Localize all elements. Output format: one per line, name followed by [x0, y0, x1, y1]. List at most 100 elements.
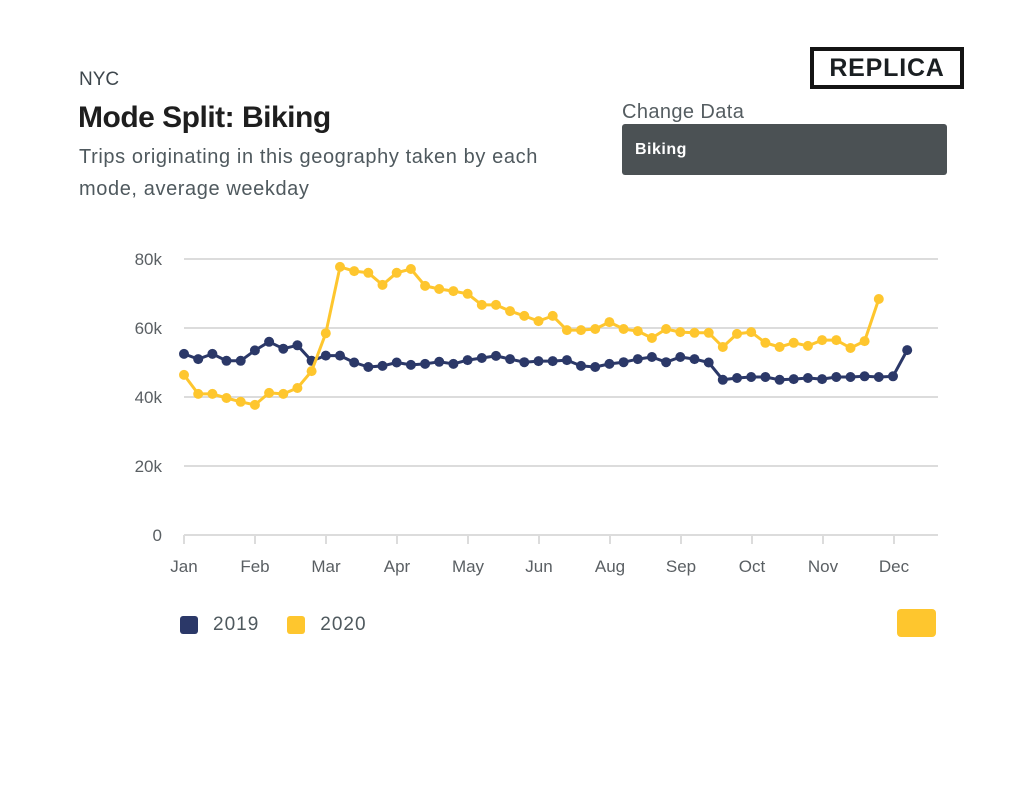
data-point-2020: [675, 327, 686, 338]
data-point-2019: [831, 372, 842, 382]
data-point-2019: [732, 373, 742, 383]
data-point-2019: [349, 357, 360, 368]
data-point-2019: [590, 362, 601, 372]
x-axis: Jan Feb Mar Apr May Jun Aug Sep Oct Nov Dec: [170, 535, 910, 576]
data-point-2020: [249, 399, 260, 410]
data-point-2019: [533, 356, 544, 367]
data-point-2020: [491, 299, 501, 310]
data-point-2020: [264, 387, 275, 398]
data-point-2019: [703, 357, 714, 368]
data-point-2020: [377, 279, 388, 290]
color-swatch-button[interactable]: [897, 609, 936, 637]
data-point-2019: [264, 336, 275, 347]
change-data-label: Change Data: [622, 101, 745, 123]
data-point-2019: [888, 371, 898, 382]
data-point-2019: [476, 353, 487, 363]
data-point-2019: [788, 374, 799, 385]
y-tick-label: 60k: [135, 319, 163, 338]
x-tick-label: Dec: [879, 557, 910, 576]
data-point-2020: [462, 288, 473, 299]
data-point-2020: [335, 261, 345, 272]
x-tick-label: Sep: [666, 557, 696, 576]
y-axis: 0 20k 40k 60k 80k: [135, 250, 163, 545]
data-point-2020: [788, 337, 799, 348]
legend-item-2020[interactable]: 2020: [287, 614, 366, 636]
data-point-2019: [519, 357, 530, 368]
data-point-2020: [717, 342, 728, 352]
data-point-2020: [661, 324, 672, 334]
x-tick-label: Mar: [311, 557, 341, 576]
data-point-2020: [292, 383, 303, 393]
data-point-2020: [207, 388, 218, 399]
x-tick-label: Aug: [595, 557, 625, 576]
data-point-2019: [661, 357, 672, 368]
chart-subtitle: Trips originating in this geography take…: [79, 146, 538, 200]
data-point-2020: [547, 310, 558, 321]
data-point-2019: [760, 372, 771, 382]
y-tick-label: 80k: [135, 250, 163, 269]
data-point-2019: [235, 355, 246, 366]
legend-item-2019[interactable]: 2019: [180, 614, 259, 636]
mode-select-dropdown[interactable]: Biking: [622, 124, 947, 175]
data-point-2020: [802, 340, 813, 351]
data-point-2020: [873, 294, 884, 304]
data-point-2019: [363, 362, 374, 372]
data-point-2019: [193, 354, 204, 365]
data-point-2019: [802, 373, 813, 383]
series-2020: [179, 261, 884, 410]
data-point-2020: [476, 299, 487, 310]
data-point-2019: [249, 345, 260, 356]
data-point-2019: [505, 354, 516, 365]
series-2019: [179, 336, 913, 385]
data-point-2020: [646, 333, 657, 343]
data-point-2019: [207, 348, 218, 359]
data-point-2020: [845, 343, 856, 353]
data-point-2020: [703, 327, 714, 338]
data-point-2020: [859, 336, 870, 347]
data-point-2020: [235, 396, 246, 407]
data-point-2019: [221, 355, 232, 366]
data-point-2019: [717, 374, 728, 385]
x-tick-label: Apr: [384, 557, 411, 576]
data-point-2019: [576, 360, 586, 371]
line-chart: 0 20k 40k 60k 80k Jan Feb Mar Apr May Jun Aug Sep Oc…: [135, 250, 938, 576]
data-point-2020: [320, 328, 331, 339]
data-point-2020: [576, 325, 586, 336]
chart-title: Mode Split: Biking: [78, 101, 331, 134]
data-point-2020: [434, 284, 445, 294]
legend-label-2020: 2020: [320, 614, 367, 635]
x-tick-label: Nov: [808, 557, 839, 576]
geography-label: NYC: [79, 69, 120, 90]
data-point-2019: [873, 372, 884, 382]
data-point-2020: [349, 266, 360, 277]
data-point-2020: [193, 388, 204, 399]
data-point-2019: [391, 357, 402, 368]
series-group: [179, 261, 913, 410]
data-point-2019: [632, 354, 643, 365]
data-point-2019: [845, 372, 856, 382]
data-point-2020: [774, 342, 785, 352]
data-point-2019: [604, 358, 615, 369]
x-tick-label: May: [452, 557, 485, 576]
data-point-2019: [675, 352, 686, 362]
data-point-2019: [335, 350, 345, 361]
data-point-2020: [278, 388, 289, 399]
x-tick-label: Oct: [739, 557, 766, 576]
data-point-2019: [859, 371, 870, 382]
series-line-2019: [183, 340, 909, 382]
data-point-2020: [221, 393, 232, 403]
legend-label-2019: 2019: [213, 614, 260, 635]
data-point-2019: [377, 360, 388, 371]
data-point-2020: [760, 337, 771, 348]
x-tick-label: Jan: [170, 557, 197, 576]
data-point-2020: [746, 327, 757, 338]
replica-logo: REPLICA: [810, 47, 964, 89]
data-point-2020: [817, 335, 828, 346]
data-point-2019: [774, 374, 785, 385]
data-point-2019: [646, 352, 657, 362]
data-point-2020: [420, 280, 431, 291]
data-point-2020: [689, 327, 700, 338]
data-point-2019: [462, 355, 473, 366]
data-point-2020: [732, 328, 742, 339]
legend-swatch-2020: [287, 616, 306, 634]
